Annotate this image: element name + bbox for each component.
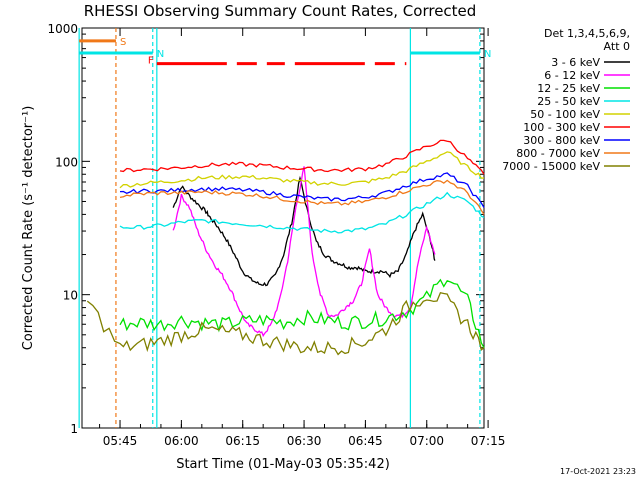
series-lines <box>86 139 485 356</box>
legend-label: 300 - 800 keV <box>523 134 600 147</box>
x-tick-label: 06:30 <box>287 434 322 448</box>
legend-header-line2: Att 0 <box>604 40 630 53</box>
y-tick-label: 100 <box>55 155 78 169</box>
x-axis: 05:45 06:00 06:15 06:30 06:45 07:00 07:15 <box>99 28 506 448</box>
legend-label: 3 - 6 keV <box>551 56 600 69</box>
plot-frame <box>81 27 485 429</box>
series-line <box>119 191 485 234</box>
series-line <box>119 151 485 189</box>
x-tick-label: 07:15 <box>471 434 506 448</box>
y-axis-label: Corrected Count Rate (s⁻¹ detector⁻¹) <box>21 106 36 351</box>
legend-header-line1: Det 1,3,4,5,6,9, <box>544 27 630 40</box>
x-tick-label: 05:45 <box>103 434 138 448</box>
series-line <box>86 291 485 356</box>
y-axis: 1 10 100 1000 <box>47 22 484 436</box>
legend-label: 25 - 50 keV <box>537 95 600 108</box>
legend-label: 800 - 7000 keV <box>516 147 600 160</box>
x-tick-label: 07:00 <box>409 434 444 448</box>
series-line <box>172 166 436 338</box>
series-line <box>119 139 485 175</box>
x-tick-label: 06:15 <box>225 434 260 448</box>
chart-title: RHESSI Observing Summary Count Rates, Co… <box>84 2 477 20</box>
legend-label: 50 - 100 keV <box>530 108 600 121</box>
date-stamp: 17-Oct-2021 23:23 <box>560 467 636 476</box>
y-tick-label: 10 <box>63 289 78 303</box>
x-tick-label: 06:45 <box>348 434 383 448</box>
series-line <box>119 179 485 215</box>
y-tick-label: 1 <box>70 422 78 436</box>
time-markers <box>78 28 481 428</box>
legend-label: 7000 - 15000 keV <box>502 160 600 173</box>
x-axis-label: Start Time (01-May-03 05:35:42) <box>176 457 390 472</box>
flag-label: F <box>148 56 154 67</box>
flag-label: N <box>157 49 164 60</box>
legend-label: 12 - 25 keV <box>537 82 600 95</box>
series-line <box>119 278 485 349</box>
flag-label: S <box>120 37 126 48</box>
attenuator-flags: SN NF <box>79 37 491 67</box>
y-tick-label: 1000 <box>47 22 78 36</box>
flag-label: N <box>484 49 491 60</box>
x-tick-label: 06:00 <box>164 434 199 448</box>
legend-label: 100 - 300 keV <box>523 121 600 134</box>
legend-label: 6 - 12 keV <box>544 69 600 82</box>
